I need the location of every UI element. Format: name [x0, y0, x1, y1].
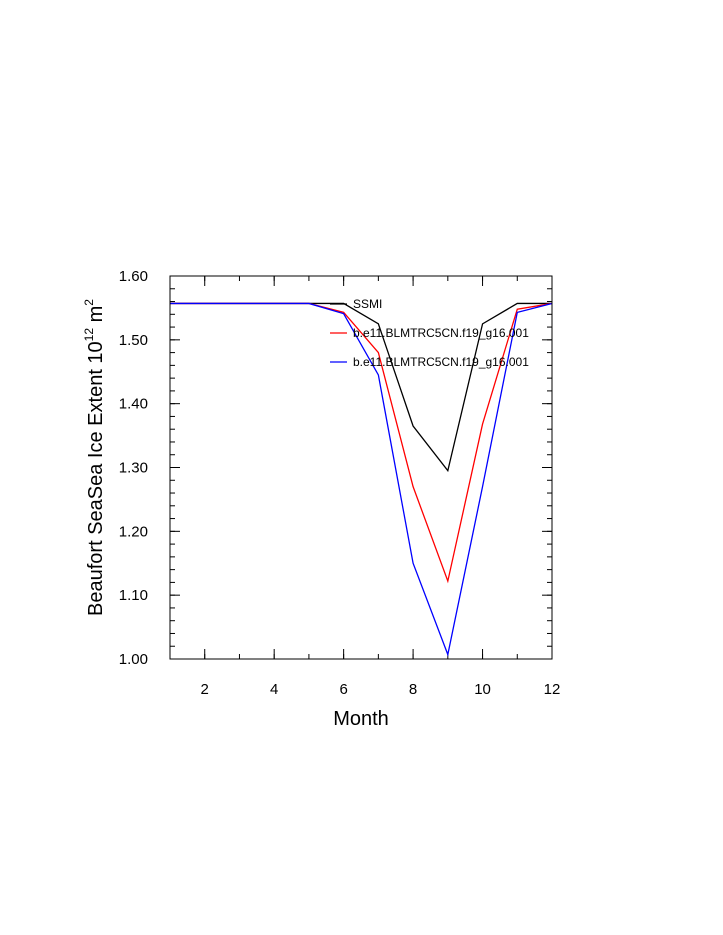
- legend: SSMI b.e11.BLMTRC5CN.f19_g16.001 b.e11.BLM…: [330, 297, 529, 369]
- y-tick-label: 1.00: [119, 651, 148, 668]
- legend-label: b.e11.BLMTRC5CN.f19_g16.001: [353, 326, 529, 340]
- plot-frame: [169, 275, 553, 660]
- x-tick-label: 12: [544, 681, 561, 698]
- y-tick-label: 1.60: [119, 268, 148, 285]
- series-layer: [170, 302, 553, 657]
- y-tick-label: 1.30: [119, 460, 148, 477]
- legend-label: b.e11.BLMTRC5CN.f19_g16.001: [353, 355, 529, 369]
- x-tick-label: 6: [339, 681, 347, 698]
- y-tick-label: 1.20: [119, 523, 148, 540]
- y-tick-label: 1.50: [119, 332, 148, 349]
- x-tick-label: 8: [409, 681, 417, 698]
- ticks-layer: 2 4 6 8 10 12 1.00 1.10 1.20 1.30 1.40 1.50 1.60: [119, 268, 561, 698]
- y-axis-title: Beaufort SeaSea Ice Extent 1012 m2: [82, 299, 107, 616]
- x-tick-label: 4: [270, 681, 278, 698]
- x-axis-title: Month: [333, 708, 389, 730]
- legend-label: SSMI: [353, 297, 382, 311]
- y-axis-title-main: Beaufort SeaSea Ice Extent 10: [85, 341, 107, 616]
- y-tick-label: 1.10: [119, 587, 148, 604]
- y-axis-title-unit: m: [85, 306, 107, 328]
- y-tick-label: 1.40: [119, 396, 148, 413]
- x-tick-label: 10: [474, 681, 491, 698]
- x-tick-label: 2: [201, 681, 209, 698]
- y-axis-title-unit-exponent: 2: [82, 299, 96, 306]
- y-axis-title-exponent: 12: [82, 328, 96, 342]
- series-line-2: [170, 302, 553, 657]
